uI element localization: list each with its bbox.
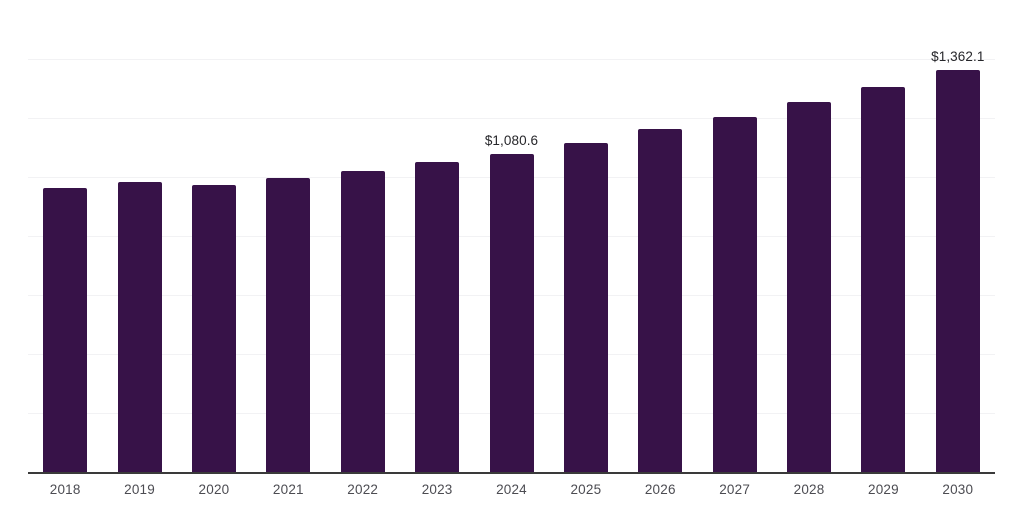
bar-group[interactable] <box>340 0 385 473</box>
gridline <box>28 58 995 60</box>
bar-group[interactable] <box>117 0 162 473</box>
x-tick-label: 2028 <box>793 482 825 497</box>
bar[interactable] <box>43 187 88 473</box>
bar-group[interactable] <box>712 0 757 473</box>
bar[interactable] <box>563 142 608 473</box>
x-tick-label: 2018 <box>49 482 81 497</box>
bar-group[interactable] <box>563 0 608 473</box>
bar[interactable] <box>340 170 385 473</box>
bar[interactable] <box>787 101 832 473</box>
bar-value-label: $1,362.1 <box>931 49 985 65</box>
bar[interactable] <box>191 184 236 473</box>
x-tick-label: 2030 <box>942 482 974 497</box>
x-tick-label: 2025 <box>570 482 602 497</box>
x-tick-label: 2027 <box>719 482 751 497</box>
bar-group[interactable]: $1,362.1 <box>931 0 984 473</box>
gridline <box>28 117 995 119</box>
bar[interactable] <box>712 116 757 473</box>
bar[interactable] <box>638 128 683 473</box>
bar-group[interactable] <box>787 0 832 473</box>
bar-group[interactable] <box>43 0 88 473</box>
x-axis-line <box>28 472 995 474</box>
x-tick-label: 2029 <box>867 482 899 497</box>
bar-group[interactable] <box>415 0 460 473</box>
bar-group[interactable] <box>638 0 683 473</box>
x-tick-label: 2021 <box>272 482 304 497</box>
x-tick-label: 2022 <box>347 482 379 497</box>
x-tick-label: 2019 <box>124 482 155 497</box>
bar[interactable] <box>489 153 534 473</box>
bar[interactable] <box>935 70 980 473</box>
x-tick-label: 2023 <box>421 482 453 497</box>
bar-value-label: $1,080.6 <box>484 132 539 148</box>
bars-layer: $1,080.6 $1,362.1 <box>28 0 995 473</box>
x-tick-label: 2026 <box>644 482 676 497</box>
x-tick-label: 2020 <box>198 482 230 497</box>
bar[interactable] <box>117 181 162 473</box>
x-tick-label: 2024 <box>496 482 527 497</box>
bar[interactable] <box>861 86 906 473</box>
bar[interactable] <box>266 177 311 473</box>
bar-group[interactable] <box>266 0 311 473</box>
bar-group[interactable] <box>191 0 236 473</box>
bar[interactable] <box>415 161 460 473</box>
x-axis-tick-labels: 2018 2019 2020 2021 2022 2023 2024 2025 2026 2027… <box>28 482 995 506</box>
bar-group[interactable]: $1,080.6 <box>485 0 538 473</box>
bar-group[interactable] <box>861 0 906 473</box>
